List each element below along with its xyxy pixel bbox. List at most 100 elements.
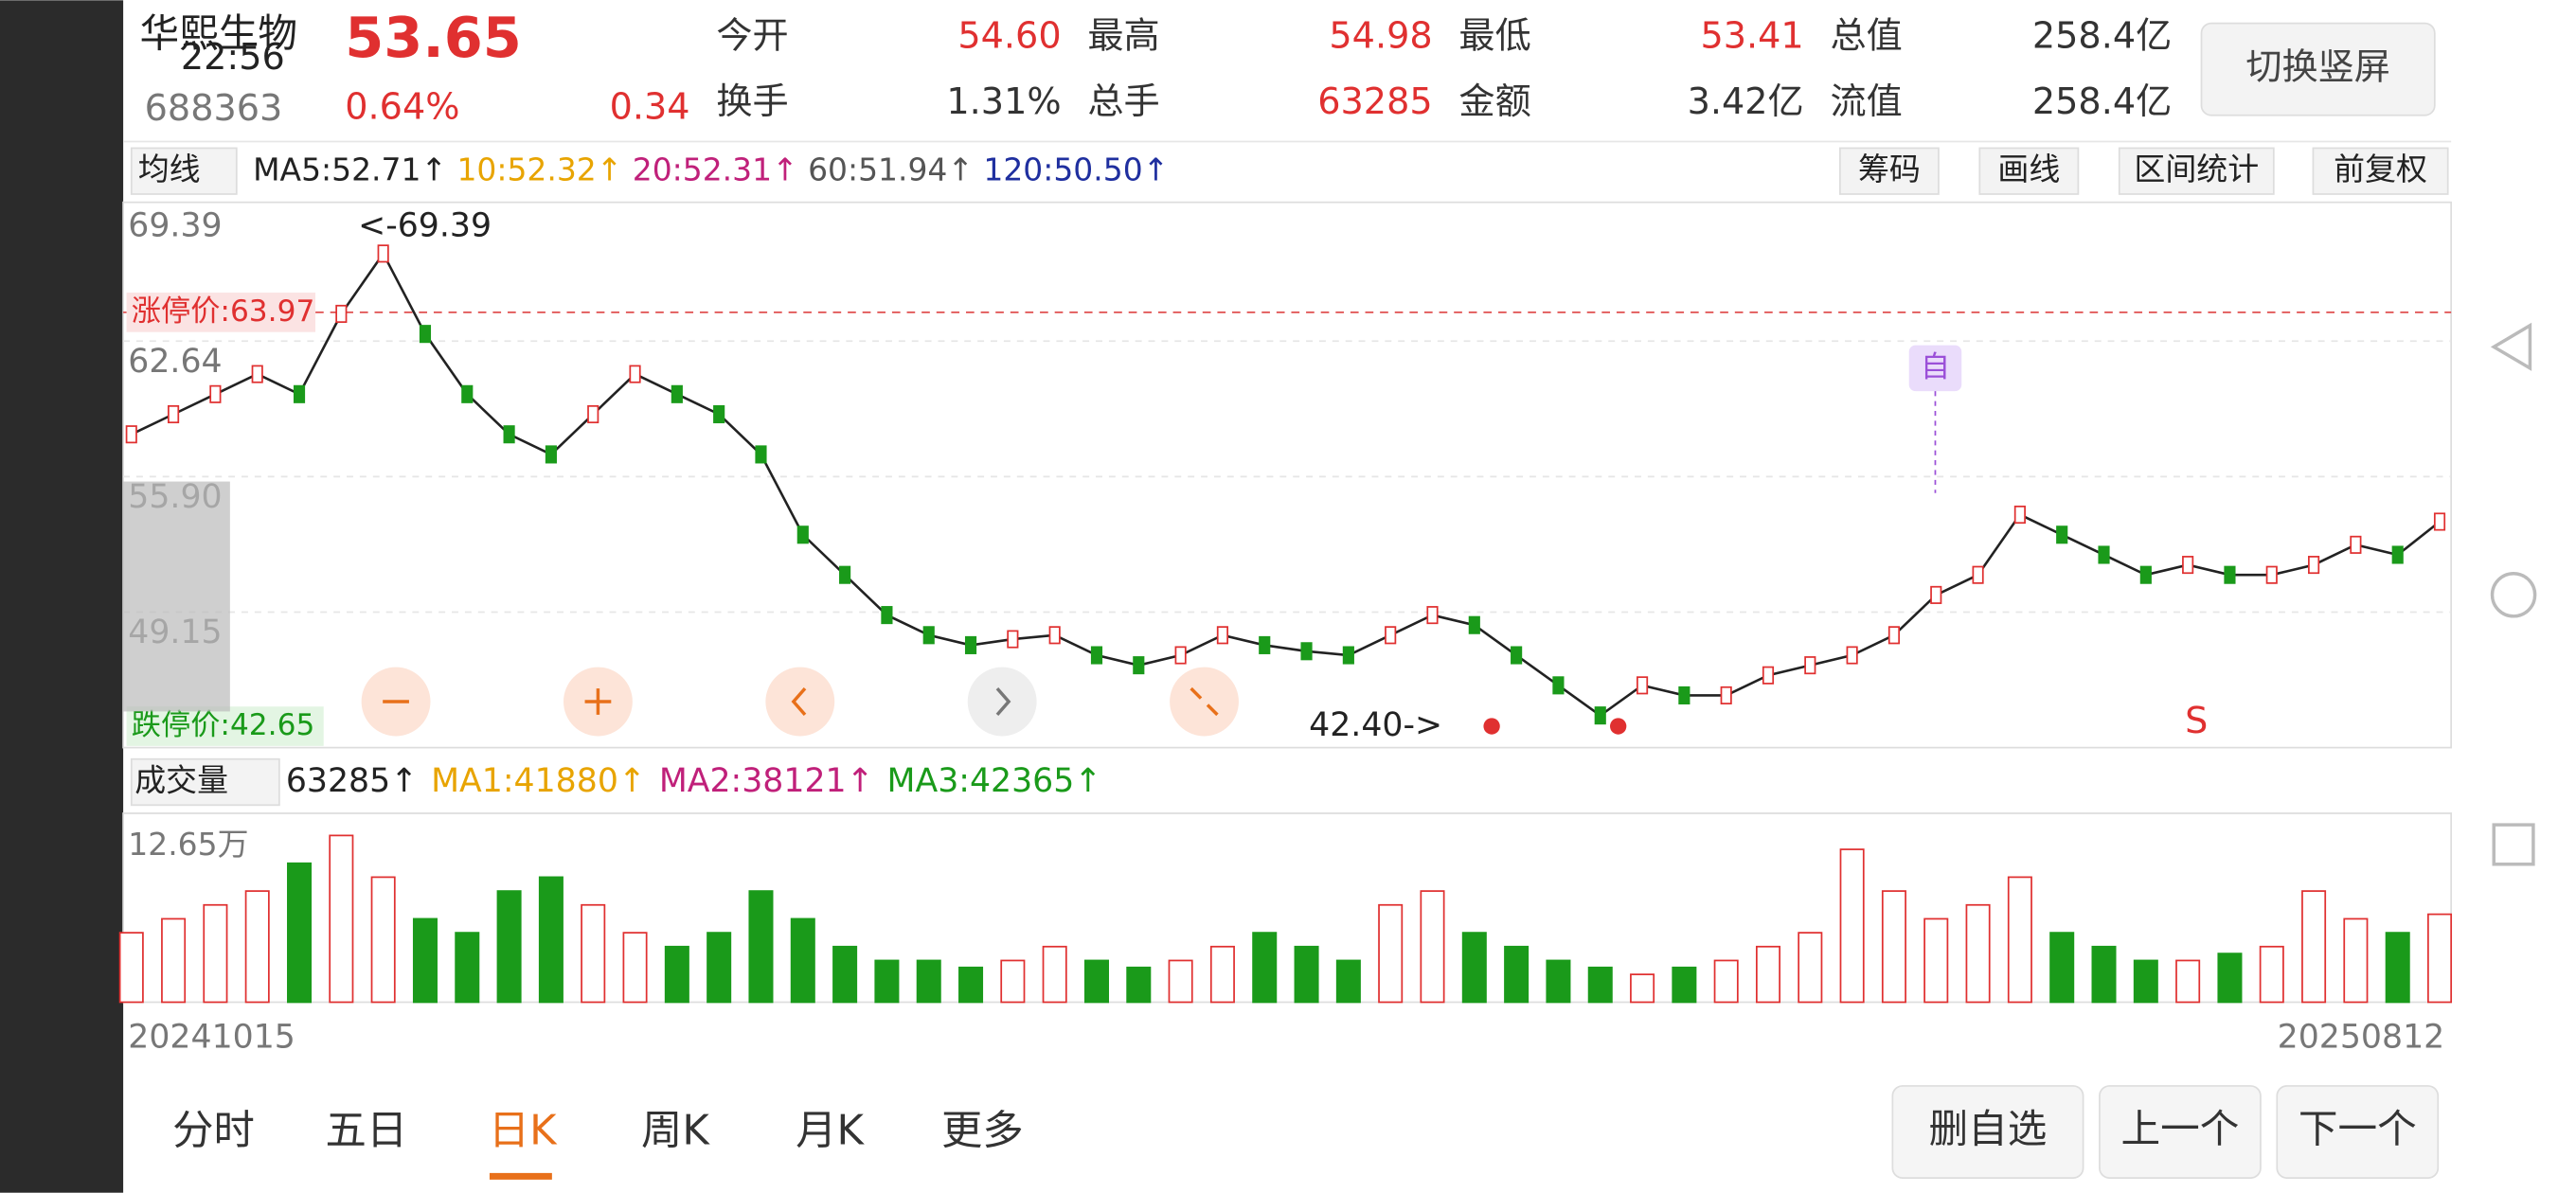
candle (1972, 565, 1984, 584)
volume-item: MA1:41880↑ (431, 762, 646, 800)
stat-value: 258.4亿 (2032, 15, 2172, 57)
stat-value: 3.42亿 (1688, 80, 1804, 122)
signal: S (2185, 700, 2208, 741)
candle (209, 384, 222, 403)
stat-value: 1.31% (946, 80, 1061, 122)
candle (1385, 626, 1397, 645)
candle (2013, 506, 2026, 525)
max-label: <-69.39 (358, 207, 492, 245)
zoom-button[interactable] (765, 667, 835, 737)
action-button[interactable] (2099, 1085, 2262, 1179)
zoom-icon (791, 687, 807, 717)
volume-bar (1000, 959, 1026, 1004)
candle (1762, 666, 1775, 685)
nav-recent[interactable] (2492, 823, 2535, 866)
tool-button[interactable] (1978, 147, 2080, 195)
volume-bar (1546, 959, 1571, 1004)
action-label: 下一个 (2299, 1106, 2417, 1152)
volume-bar (2007, 876, 2032, 1004)
y-tick-label: 62.64 (128, 343, 222, 381)
volume-bar (1042, 945, 1067, 1004)
ma-selector-label: 均线 (138, 151, 201, 187)
volume-values: 63285↑ MA1:41880↑ MA2:38121↑ MA3:42365↑ (286, 762, 1102, 800)
ma-item: 120:50.50↑ (983, 151, 1169, 187)
zoom-button[interactable] (1170, 667, 1239, 737)
ma-selector[interactable] (130, 147, 238, 195)
candle (125, 425, 137, 444)
action-label: 上一个 (2120, 1106, 2239, 1152)
candle (2308, 556, 2320, 575)
candle (713, 404, 725, 424)
volume-selector[interactable] (130, 757, 280, 807)
stock-name: 华熙生物 (139, 9, 297, 56)
tab[interactable]: 周K (641, 1108, 710, 1155)
volume-bar (287, 862, 313, 1004)
candle (335, 304, 348, 324)
stat-value: 63285 (1317, 80, 1432, 122)
volume-bar (2427, 913, 2453, 1004)
candle (839, 565, 851, 584)
tool-button[interactable] (1838, 147, 1940, 195)
volume-bar (874, 959, 900, 1004)
volume-bar (2343, 917, 2369, 1004)
nav-back[interactable] (2490, 322, 2532, 371)
change: 0.34 (610, 85, 690, 127)
tab[interactable]: 分时 (172, 1108, 255, 1155)
tool-button[interactable] (2118, 147, 2275, 195)
candle (796, 525, 809, 544)
volume-bar (1378, 903, 1404, 1004)
volume-bar (1755, 945, 1781, 1004)
volume-tick: 12.65万 (128, 826, 248, 863)
volume-bar (1209, 945, 1235, 1004)
volume-bar (1168, 959, 1193, 1004)
volume-bar (1923, 917, 1949, 1004)
candle (1007, 630, 1019, 649)
volume-bar (707, 932, 732, 1004)
tab[interactable]: 月K (796, 1108, 865, 1155)
volume-bar (916, 959, 941, 1004)
candle (1636, 676, 1649, 695)
nav-home[interactable] (2490, 571, 2537, 618)
limit-down-bg (126, 706, 324, 746)
min-label: 42.40-> (1309, 706, 1442, 744)
stat-value: 54.98 (1329, 15, 1432, 57)
ma-values: MA5:52.71↑ 10:52.32↑ 20:52.31↑ 60:51.94↑ 120… (253, 151, 1169, 187)
candle (2056, 525, 2068, 544)
zoom-button[interactable] (967, 667, 1037, 737)
action-button[interactable] (2276, 1085, 2440, 1179)
ma-item: MA5:52.71↑ (253, 151, 447, 187)
action-button[interactable] (1891, 1085, 2084, 1179)
limit-up-bg (126, 293, 316, 332)
candle (1426, 606, 1439, 625)
volume-bar (2301, 890, 2327, 1004)
candle (2182, 556, 2194, 575)
candle (419, 325, 432, 344)
side-handle[interactable] (123, 481, 230, 712)
action-label: 删自选 (1929, 1106, 2048, 1152)
status-time: 22:56 (181, 36, 285, 78)
candle (1887, 626, 1901, 645)
candle (881, 606, 893, 625)
zoom-icon (1190, 686, 1219, 717)
candle (2098, 545, 2110, 564)
stat-value: 53.41 (1700, 15, 1803, 57)
limit-down: 跌停价:42.65 (132, 708, 315, 742)
candle (2139, 565, 2152, 584)
tab[interactable]: 日K (489, 1108, 558, 1155)
volume-bar (2175, 959, 2201, 1004)
volume-bar (538, 876, 564, 1004)
tab[interactable]: 更多 (941, 1108, 1024, 1155)
tab[interactable]: 五日 (325, 1108, 407, 1155)
candle (293, 384, 306, 403)
volume-bar (1420, 890, 1445, 1004)
candle (545, 445, 557, 464)
switch-button[interactable] (2200, 22, 2436, 116)
tool-button[interactable] (2312, 147, 2449, 195)
candle (1174, 646, 1187, 665)
volume-bar (244, 890, 270, 1004)
price: 53.65 (345, 5, 522, 70)
stat-label: 换手 (716, 80, 788, 122)
candle (1678, 686, 1690, 704)
candle (1048, 626, 1061, 645)
ma-item: 20:52.31↑ (633, 151, 798, 187)
